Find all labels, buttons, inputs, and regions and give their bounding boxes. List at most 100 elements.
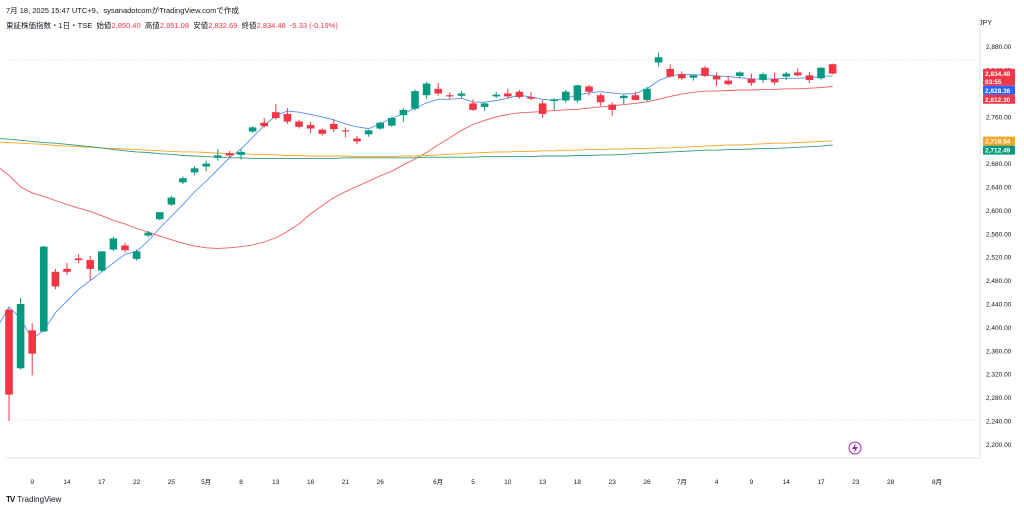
candle-body bbox=[144, 232, 152, 236]
candle-body bbox=[457, 93, 466, 96]
date-tick-label: 26 bbox=[377, 479, 385, 486]
candle-body bbox=[643, 88, 651, 100]
ma-line-3 bbox=[0, 138, 833, 159]
date-tick-label: 8月 bbox=[932, 478, 942, 486]
candle-body bbox=[724, 80, 732, 85]
date-tick-label: 25 bbox=[168, 479, 176, 486]
candle-body bbox=[422, 83, 431, 96]
candle-body bbox=[736, 72, 744, 76]
candle-body bbox=[480, 103, 489, 107]
date-tick-label: 28 bbox=[887, 479, 895, 486]
candle-body bbox=[283, 113, 292, 122]
date-tick-label: 8 bbox=[239, 479, 243, 486]
date-tick-label: 6月 bbox=[433, 478, 443, 486]
price-chart[interactable]: 2,200.00 2,240.00 2,280.00 2,320.00 2,360.00… bbox=[0, 0, 1024, 490]
date-tick-label: 9 bbox=[750, 479, 754, 486]
candle-body bbox=[248, 127, 257, 132]
candle-body bbox=[608, 104, 616, 110]
close-value: 2,834.48 bbox=[256, 21, 286, 30]
date-tick-label: 22 bbox=[133, 479, 141, 486]
tradingview-brand[interactable]: TV TradingView bbox=[6, 495, 61, 504]
price-axis: 2,200.00 2,240.00 2,280.00 2,320.00 2,360.00… bbox=[986, 44, 1012, 449]
moving-averages bbox=[0, 73, 833, 340]
candles bbox=[5, 52, 837, 421]
low-label: 安値 bbox=[193, 21, 209, 30]
candle-body bbox=[469, 103, 477, 110]
candle-body bbox=[492, 94, 500, 97]
candle-body bbox=[596, 95, 605, 103]
date-tick-label: 21 bbox=[342, 479, 350, 486]
low-value: 2,832.69 bbox=[208, 21, 238, 30]
candle-body bbox=[330, 123, 338, 130]
date-tick-label: 13 bbox=[539, 479, 547, 486]
price-tag bbox=[983, 145, 1015, 155]
snapshot-info: 7月 18, 2025 15:47 UTC+9、sysanadotcomがTra… bbox=[6, 6, 239, 15]
candle-body bbox=[411, 91, 419, 109]
candle-body bbox=[712, 75, 721, 80]
candle-body bbox=[701, 67, 709, 76]
candle-body bbox=[689, 75, 698, 78]
ma-line-1 bbox=[0, 86, 833, 249]
candle-body bbox=[132, 251, 141, 259]
date-tick-label: 7月 bbox=[677, 478, 687, 486]
date-tick-label: 16 bbox=[307, 479, 315, 486]
candle-body bbox=[318, 129, 326, 134]
date-tick-label: 5月 bbox=[201, 478, 211, 486]
price-tick-label: 2,880.00 bbox=[986, 44, 1012, 51]
symbol-title[interactable]: 東証株価指数・1日・TSE bbox=[6, 21, 93, 30]
price-tag-label: 2,828.36 bbox=[985, 88, 1011, 95]
candle-body bbox=[388, 118, 396, 126]
brand-name: TradingView bbox=[17, 495, 62, 504]
candle-body bbox=[63, 268, 71, 272]
lightning-icon[interactable] bbox=[848, 441, 862, 455]
candle-body bbox=[74, 258, 83, 261]
candle-body bbox=[805, 75, 814, 81]
candle-body bbox=[585, 86, 593, 92]
candle-body bbox=[260, 122, 268, 127]
price-tick-label: 2,600.00 bbox=[986, 208, 1012, 215]
date-tick-label: 14 bbox=[63, 479, 71, 486]
candle-body bbox=[515, 91, 524, 97]
price-tag bbox=[983, 136, 1015, 146]
candle-body bbox=[156, 212, 164, 220]
open-label: 始値 bbox=[96, 21, 112, 30]
date-tick-label: 10 bbox=[504, 479, 512, 486]
candle-body bbox=[16, 303, 25, 369]
candle-body bbox=[573, 85, 582, 101]
price-tick-label: 2,400.00 bbox=[986, 325, 1012, 332]
price-tick-label: 2,640.00 bbox=[986, 185, 1012, 192]
candle-body bbox=[341, 130, 350, 132]
candle-body bbox=[364, 130, 373, 135]
price-tag-label: 2,718.54 bbox=[985, 139, 1011, 146]
price-tag bbox=[983, 94, 1015, 104]
candle-body bbox=[214, 155, 222, 158]
candle-body bbox=[353, 138, 361, 142]
price-tag bbox=[983, 85, 1015, 95]
price-tick-label: 2,560.00 bbox=[986, 231, 1012, 238]
candle-body bbox=[527, 96, 535, 99]
candle-body bbox=[295, 121, 303, 127]
currency-label[interactable]: JPY bbox=[979, 20, 992, 27]
price-tag-label: 2,712.49 bbox=[985, 148, 1011, 155]
candle-body bbox=[747, 78, 756, 83]
price-tick-label: 2,440.00 bbox=[986, 301, 1012, 308]
candle-body bbox=[631, 95, 640, 100]
candle-body bbox=[28, 330, 36, 354]
ma-line-0 bbox=[0, 73, 833, 340]
price-tag-label: 2,812.30 bbox=[985, 97, 1011, 104]
date-tick-label: 4 bbox=[715, 479, 719, 486]
price-tick-label: 2,760.00 bbox=[986, 114, 1012, 121]
candle-body bbox=[654, 57, 663, 63]
candle-body bbox=[828, 64, 837, 74]
close-label: 終値 bbox=[241, 21, 257, 30]
candle-body bbox=[98, 251, 106, 271]
candle-body bbox=[86, 260, 94, 269]
price-tick-label: 2,680.00 bbox=[986, 161, 1012, 168]
price-tick-label: 2,520.00 bbox=[986, 255, 1012, 262]
date-tick-label: 9 bbox=[30, 479, 34, 486]
change-value: -5.33 (-0.19%) bbox=[289, 21, 338, 30]
high-value: 2,851.08 bbox=[159, 21, 190, 30]
date-tick-label: 23 bbox=[852, 479, 860, 486]
price-tick-label: 2,200.00 bbox=[986, 442, 1012, 449]
